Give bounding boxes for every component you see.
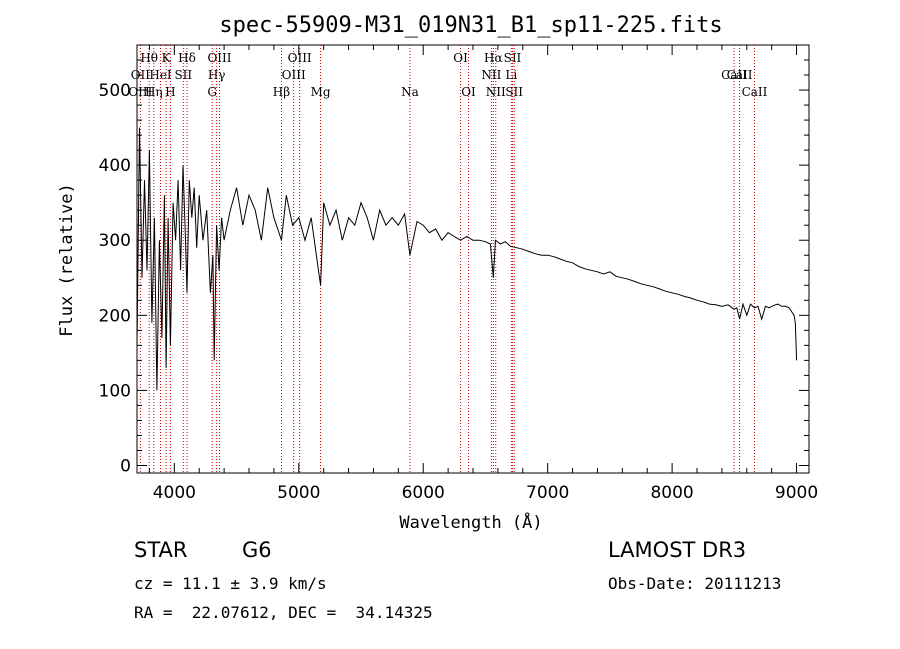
y-tick-label: 200 <box>99 306 131 326</box>
spectral-line-label: OIII <box>128 85 152 99</box>
x-tick-label: 6000 <box>402 483 445 503</box>
y-tick-label: 0 <box>120 456 131 476</box>
x-axis-label: Wavelength (Å) <box>399 511 542 533</box>
spectral-line-label: K <box>162 51 172 65</box>
plot-frame <box>136 44 810 474</box>
spectral-line-label: CaII <box>727 68 753 82</box>
x-axis-ticks: 4000 5000 6000 7000 8000 9000 <box>148 45 818 503</box>
ra-dec-coordinates: RA = 22.07612, DEC = 34.14325 <box>134 603 433 622</box>
observation-date: Obs-Date: 20111213 <box>608 574 782 593</box>
y-tick-label: 500 <box>99 81 131 101</box>
y-axis-label: Flux (relative) <box>57 183 77 337</box>
spectral-line-label: OI <box>461 85 476 99</box>
spectral-line-label: CaII <box>721 68 747 82</box>
spectral-line-label: Hγ <box>208 68 226 82</box>
spectral-line-markers <box>139 45 755 473</box>
spectral-line-label: Hη <box>145 85 163 99</box>
spectral-line-label: Hβ <box>273 85 290 99</box>
spectral-line-label: G <box>207 85 217 99</box>
redshift-velocity: cz = 11.1 ± 3.9 km/s <box>134 574 327 593</box>
spectral-line-label: SII <box>504 51 522 65</box>
x-tick-label: 7000 <box>526 483 569 503</box>
spectral-line-label: Hθ <box>140 51 158 65</box>
spectral-line-label: SII <box>505 85 523 99</box>
y-tick-label: 400 <box>99 156 131 176</box>
x-tick-label: 9000 <box>775 483 818 503</box>
spectral-line-label: CaII <box>742 85 768 99</box>
spectral-line-label: HeI <box>149 68 172 82</box>
object-subclass: G6 <box>242 538 272 562</box>
spectral-line-label: OIII <box>207 51 231 65</box>
spectrum-flux-line <box>136 127 798 391</box>
spectral-line-label: SII <box>174 68 192 82</box>
spectral-line-label: OI <box>453 51 468 65</box>
survey-name: LAMOST DR3 <box>608 538 747 562</box>
y-tick-label: 300 <box>99 231 131 251</box>
spectral-line-label: NII <box>486 85 506 99</box>
spectral-line-label: Mg <box>311 85 331 99</box>
x-tick-label: 8000 <box>650 483 693 503</box>
x-tick-label: 4000 <box>153 483 196 503</box>
spectral-line-label: H <box>165 85 175 99</box>
spectral-line-label: Hδ <box>178 51 196 65</box>
chart-title: spec-55909-M31_019N31_B1_sp11-225.fits <box>219 13 722 38</box>
object-class: STAR <box>134 538 188 562</box>
spectral-line-label: NII <box>481 68 501 82</box>
y-axis-ticks: 0 100 200 300 400 500 <box>99 59 809 476</box>
spectral-line-label: OIII <box>282 68 306 82</box>
y-tick-label: 100 <box>99 381 131 401</box>
spectral-line-label: Li <box>505 68 517 82</box>
x-tick-label: 5000 <box>277 483 320 503</box>
spectral-line-label: Na <box>401 85 419 99</box>
spectral-line-label: Hα <box>484 51 503 65</box>
spectral-line-label: OIII <box>288 51 312 65</box>
